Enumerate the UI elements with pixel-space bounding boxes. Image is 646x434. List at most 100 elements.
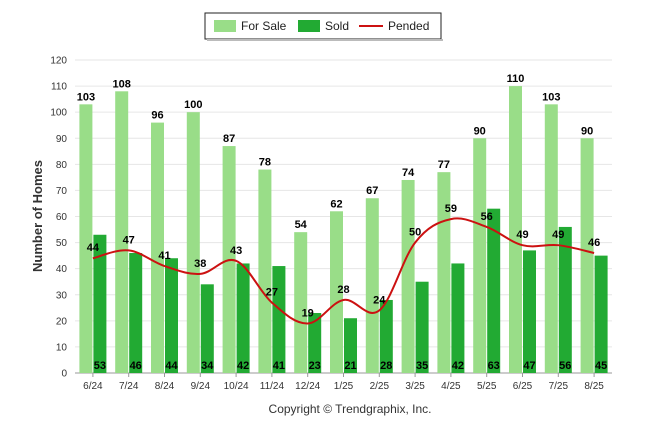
bar-for-sale [544,104,558,373]
x-tick-label: 4/25 [441,381,461,392]
data-label-pended: 50 [409,227,421,239]
bar-sold [558,226,572,373]
data-label-sold: 23 [309,360,321,372]
bar-for-sale [330,211,343,373]
data-label-pended: 27 [266,287,278,299]
data-labels: 103 53 108 46 96 44 100 34 87 42 78 41 54 23 62 21 67 28 7… [77,73,608,372]
data-label-sold: 44 [165,360,178,372]
data-label-pended: 56 [481,211,493,223]
y-tick-label: 20 [56,316,68,327]
data-label-pended: 59 [445,203,457,215]
bar-sold [308,313,322,373]
x-tick-label: 7/24 [119,381,139,392]
legend-swatch-sold [298,20,320,32]
data-label-sold: 41 [273,360,285,372]
data-label-sold: 42 [452,360,464,372]
data-label-pended: 49 [516,229,528,241]
data-label-sold: 53 [94,360,106,372]
data-label-pended: 24 [373,294,386,306]
x-tick-label: 11/24 [260,381,285,392]
y-tick-label: 120 [50,56,67,67]
x-tick-label: 8/25 [584,381,604,392]
data-label-pended: 28 [337,284,349,296]
data-label-for-sale: 62 [330,198,342,210]
data-label-sold: 56 [559,360,571,372]
bar-for-sale [401,179,415,373]
bar-for-sale [580,138,594,373]
data-label-for-sale: 67 [366,185,378,197]
data-label-for-sale: 74 [402,167,415,179]
x-tick-label: 8/24 [155,381,175,392]
bar-sold [379,299,393,373]
legend-label-pended: Pended [388,19,429,33]
data-label-sold: 63 [488,360,500,372]
data-label-pended: 49 [552,229,564,241]
y-tick-label: 10 [56,342,68,353]
bar-for-sale [509,86,522,373]
y-tick-label: 100 [50,108,67,119]
y-tick-label: 30 [56,290,68,301]
data-label-for-sale: 77 [438,159,450,171]
data-label-pended: 46 [588,237,600,249]
data-label-sold: 45 [595,360,607,372]
data-label-pended: 44 [87,242,100,254]
data-label-sold: 34 [201,360,214,372]
bar-sold [236,263,250,373]
bar-for-sale [151,122,164,373]
data-label-sold: 21 [344,360,356,372]
pended-line-layer [92,217,595,325]
legend: For Sale Sold Pended [204,12,443,41]
y-tick-label: 0 [61,369,67,380]
legend-label-sold: Sold [325,19,349,33]
bar-for-sale [258,169,272,373]
bar-sold [523,250,536,373]
y-tick-label: 60 [56,212,68,223]
y-tick-label: 90 [56,134,68,145]
data-label-for-sale: 87 [223,133,235,145]
data-label-pended: 38 [194,258,206,270]
bar-sold [200,284,214,373]
bar-sold [272,266,286,373]
bar-for-sale [115,91,129,374]
x-tick-label: 5/25 [477,381,497,392]
legend-label-for-sale: For Sale [241,19,287,33]
data-label-for-sale: 100 [184,99,202,111]
grid-lines [75,59,612,374]
bars [79,86,608,374]
data-label-for-sale: 103 [77,91,95,103]
bar-for-sale [79,104,93,373]
data-label-sold: 35 [416,360,428,372]
y-tick-label: 70 [56,186,68,197]
bar-for-sale [294,232,308,373]
x-tick-label: 1/25 [334,381,354,392]
x-tick-label: 6/24 [83,381,103,392]
bar-sold [594,255,608,373]
bar-sold [129,253,143,373]
x-axis-ticks: 6/24 7/24 8/24 9/24 10/24 11/24 12/24 1/25 2/25 3… [83,373,604,392]
data-label-sold: 46 [130,360,142,372]
y-tick-label: 40 [56,264,68,275]
y-tick-label: 110 [51,82,67,93]
bar-sold [165,258,178,373]
bar-sold [487,208,501,373]
x-tick-label: 9/24 [191,381,211,392]
data-label-pended: 43 [230,245,242,257]
x-tick-label: 12/24 [295,381,320,392]
legend-swatch-for-sale [214,20,236,32]
bar-for-sale [473,138,487,373]
y-axis-ticks: 0 10 20 30 40 50 60 70 80 90 100 110 120 [50,56,67,380]
x-tick-label: 7/25 [549,381,569,392]
data-label-pended: 41 [158,250,170,262]
legend-shadow [207,39,443,41]
x-tick-label: 2/25 [370,381,390,392]
y-axis-title: Number of Homes [30,160,45,272]
bar-sold [344,318,357,373]
copyright-text: Copyright © Trendgraphix, Inc. [269,402,432,416]
data-label-sold: 42 [237,360,249,372]
y-tick-label: 50 [56,238,68,249]
data-label-for-sale: 108 [113,78,131,90]
y-tick-label: 80 [56,160,68,171]
bar-for-sale [365,198,379,373]
